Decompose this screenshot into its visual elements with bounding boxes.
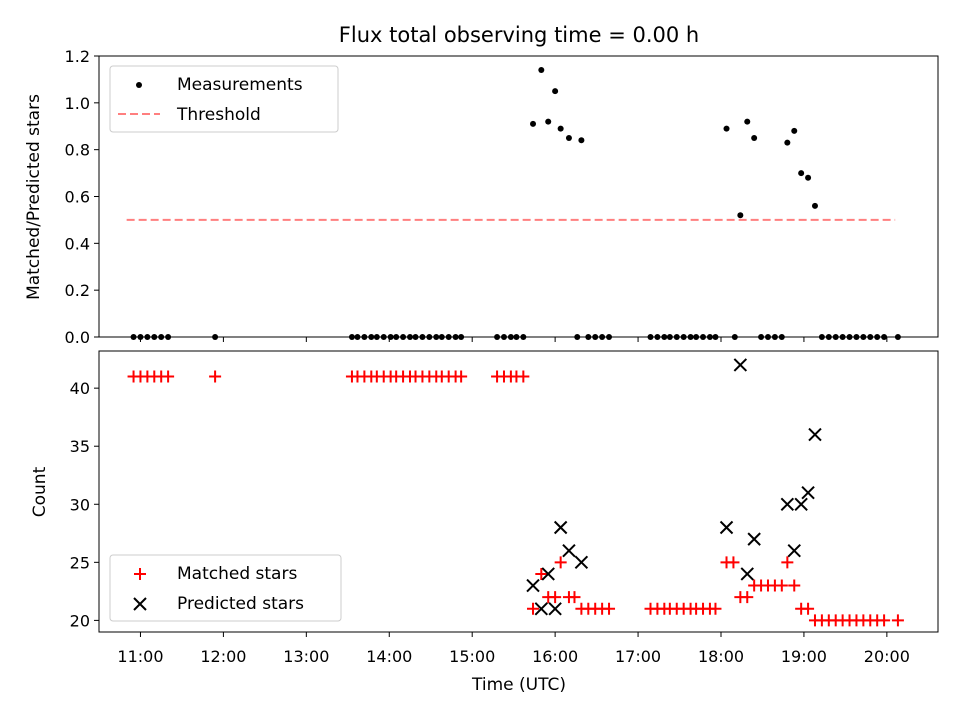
matched-star-point — [568, 591, 581, 604]
measurement-point — [578, 137, 585, 144]
matched-star-point — [535, 567, 548, 580]
measurement-point — [552, 88, 559, 95]
y-tick-label: 20 — [70, 611, 90, 630]
matched-star-point — [455, 370, 468, 383]
predicted-star-point — [747, 532, 761, 546]
y-tick-label: 0.0 — [65, 328, 90, 347]
measurement-point — [811, 202, 818, 209]
x-tick-label: 11:00 — [117, 647, 163, 666]
measurement-point — [723, 125, 730, 132]
measurement-point — [744, 118, 751, 125]
predicted-star-point — [574, 555, 589, 570]
matched-star-point — [788, 579, 801, 592]
measurement-point — [798, 170, 805, 177]
measurement-point — [557, 125, 564, 132]
plot-frame — [98, 350, 939, 633]
matched-star-point — [517, 370, 530, 383]
predicted-star-point — [541, 567, 555, 581]
matched-star-point — [554, 556, 567, 569]
matched-star-point — [775, 579, 788, 592]
measurement-point — [737, 212, 744, 219]
y-tick-label: 25 — [70, 553, 90, 572]
matched-star-point — [802, 602, 815, 615]
x-tick-label: 13:00 — [283, 647, 329, 666]
top-legend: Measurements Threshold — [109, 65, 339, 133]
x-tick-label: 15:00 — [449, 647, 495, 666]
matched-star-point — [527, 602, 540, 615]
predicted-star-point — [548, 602, 562, 616]
measurement-point — [791, 127, 798, 134]
y-tick-label: 40 — [70, 379, 90, 398]
predicted-star-point — [787, 544, 801, 558]
matched-star-point — [603, 602, 616, 615]
plot-frame — [98, 55, 939, 338]
x-tick-label: 17:00 — [615, 647, 661, 666]
matched-star-point — [891, 614, 904, 627]
legend-matched-marker — [134, 568, 146, 580]
legend-measurements-label: Measurements — [177, 75, 303, 95]
bottom-y-axis-label: Count — [30, 466, 50, 517]
matched-star-point — [709, 602, 722, 615]
flux-ratio-panel: 0.0 0.2 0.4 0.6 0.8 1.0 1.2 — [65, 47, 939, 347]
x-tick-label: 20:00 — [864, 647, 910, 666]
predicted-star-point — [526, 578, 540, 593]
predicted-star-point — [780, 497, 795, 511]
y-tick-label: 0.6 — [65, 188, 90, 207]
star-count-panel: 20 25 30 35 40 — [70, 350, 939, 637]
y-tick-label: 0.8 — [65, 141, 90, 160]
legend-measurement-marker — [136, 82, 142, 88]
legend-predicted-marker — [133, 597, 147, 611]
y-tick-label: 30 — [70, 495, 90, 514]
x-tick-label: 12:00 — [200, 647, 246, 666]
predicted-star-point — [740, 567, 754, 581]
measurement-point — [565, 134, 572, 141]
y-tick-label: 0.2 — [65, 281, 90, 300]
matched-star-point — [741, 591, 754, 604]
measurement-point — [805, 174, 812, 181]
x-axis-label: Time (UTC) — [471, 675, 566, 695]
y-tick-label: 1.0 — [65, 94, 90, 113]
x-tick-label: 16:00 — [532, 647, 578, 666]
matched-star-point — [727, 556, 740, 569]
x-axis-ticks: 11:00 12:00 13:00 14:00 15:00 16:00 17:00 18:00… — [117, 647, 910, 666]
legend-predicted-label: Predicted stars — [177, 594, 304, 614]
y-tick-label: 35 — [70, 437, 90, 456]
top-y-axis-label: Matched/Predicted stars — [24, 94, 44, 300]
chart-title: Flux total observing time = 0.00 h — [339, 23, 699, 47]
bottom-legend-box — [109, 554, 342, 622]
x-tick-label: 19:00 — [781, 647, 827, 666]
matched-star-point — [549, 591, 562, 604]
y-tick-label: 1.2 — [65, 47, 90, 66]
legend-matched-label: Matched stars — [177, 564, 297, 584]
x-tick-label: 14:00 — [366, 647, 412, 666]
x-tick-label: 18:00 — [698, 647, 744, 666]
predicted-star-point — [801, 485, 815, 500]
y-tick-label: 0.4 — [65, 234, 90, 253]
measurement-point — [538, 67, 545, 74]
measurement-point — [784, 139, 791, 146]
legend-threshold-label: Threshold — [176, 105, 261, 125]
predicted-star-point — [719, 520, 734, 535]
measurement-point — [545, 118, 552, 125]
measurement-point — [751, 134, 758, 141]
top-legend-box — [109, 65, 339, 133]
matched-star-point — [878, 614, 891, 627]
predicted-star-point — [794, 497, 808, 511]
predicted-star-point — [562, 544, 576, 558]
matched-star-point — [162, 370, 175, 383]
predicted-star-point — [553, 520, 568, 535]
predicted-star-point — [808, 427, 822, 442]
matched-star-point — [209, 370, 222, 383]
bottom-legend: Matched stars Predicted stars — [109, 554, 342, 622]
predicted-star-point — [534, 602, 549, 616]
predicted-star-point — [733, 358, 748, 372]
matched-star-point — [781, 556, 794, 569]
measurement-point — [530, 120, 537, 127]
